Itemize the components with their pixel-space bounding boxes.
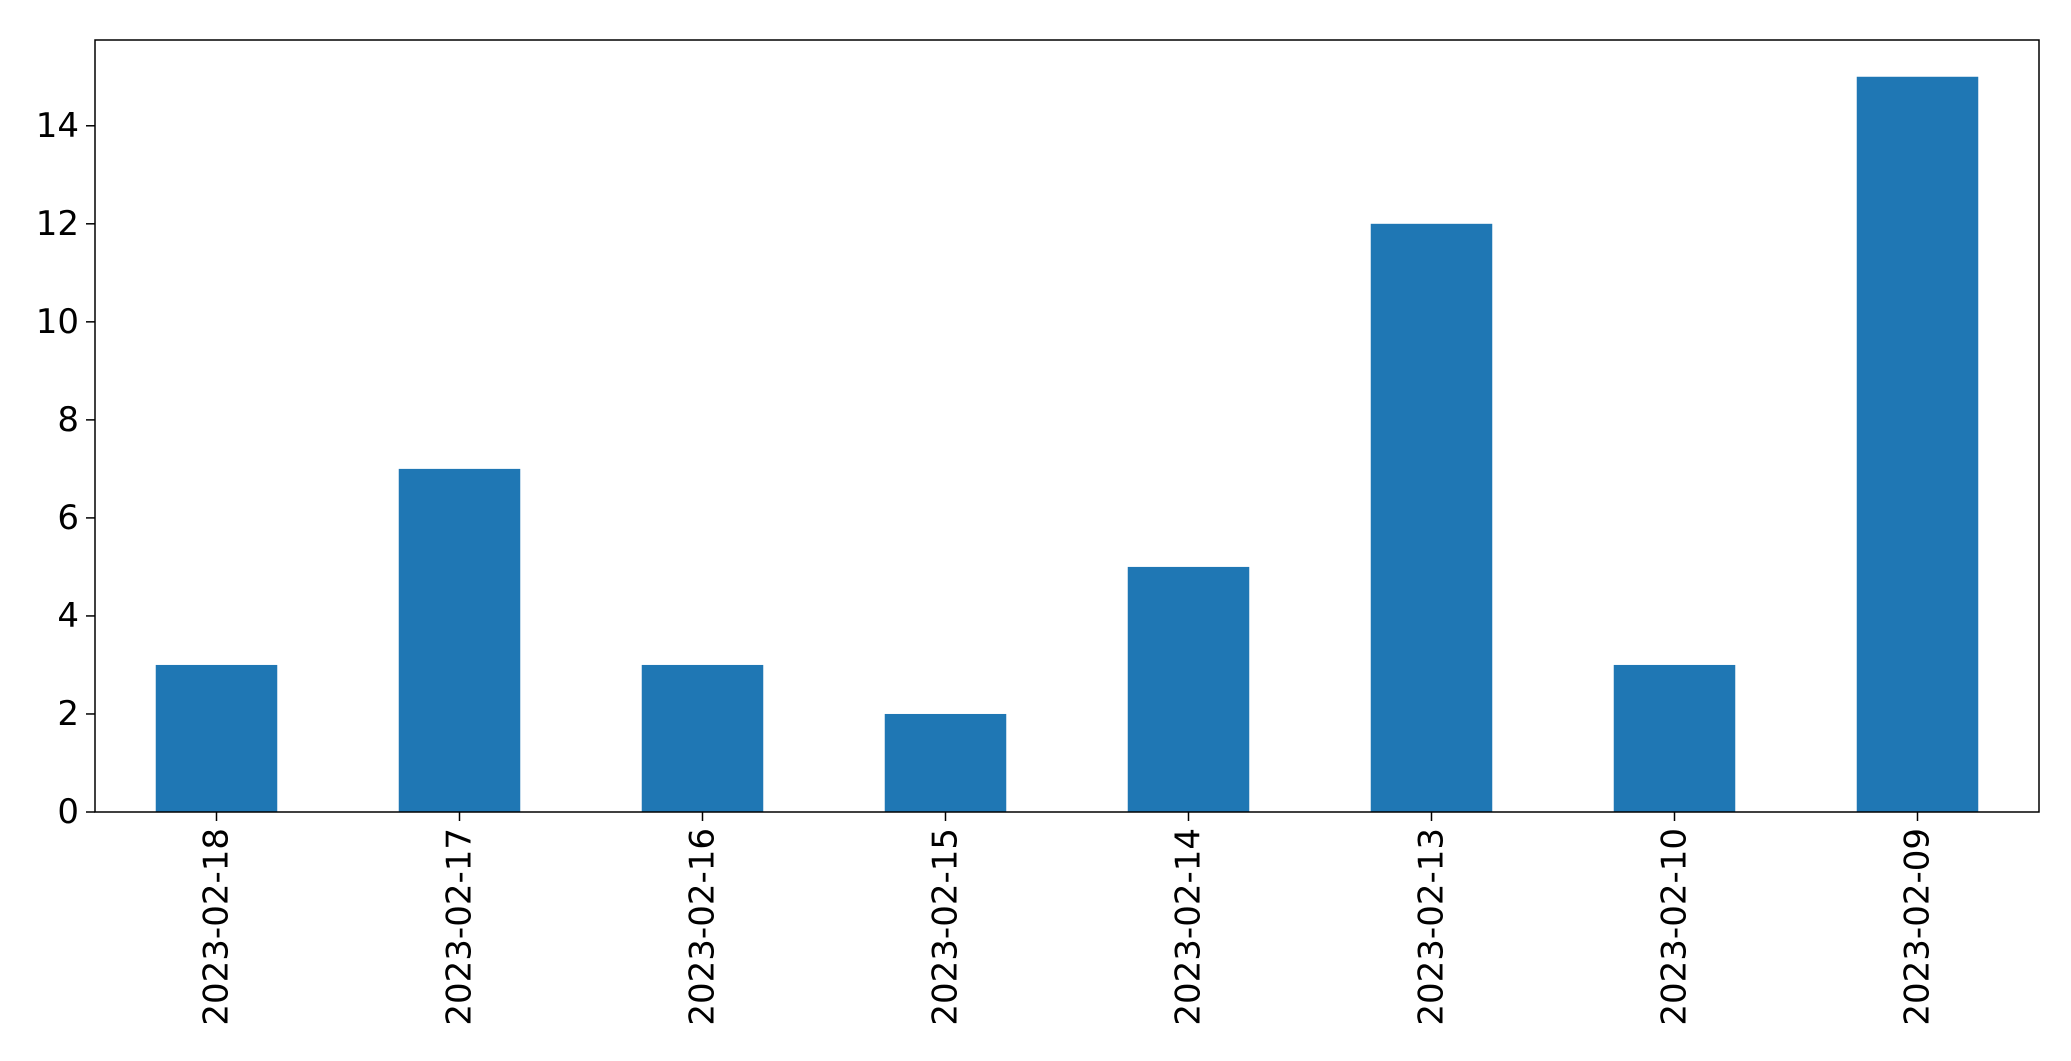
x-tick-label: 2023-02-18 <box>197 828 237 1026</box>
bar-2023-02-16 <box>641 664 764 812</box>
y-tick-label: 12 <box>36 204 79 244</box>
bars-group <box>155 76 1979 813</box>
plot-area-frame <box>94 39 2040 813</box>
bar-2023-02-13 <box>1370 223 1493 813</box>
x-tick-label: 2023-02-10 <box>1655 828 1695 1026</box>
x-tick-label: 2023-02-15 <box>926 828 966 1026</box>
bar-2023-02-15 <box>884 713 1007 812</box>
y-tick-label: 0 <box>57 792 79 832</box>
x-tick-label: 2023-02-09 <box>1898 828 1938 1026</box>
bar-2023-02-10 <box>1613 664 1736 812</box>
x-tick-label: 2023-02-16 <box>683 828 723 1026</box>
y-tick-label: 2 <box>57 694 79 734</box>
x-tick-label: 2023-02-13 <box>1412 828 1452 1026</box>
y-tick-label: 4 <box>57 596 79 636</box>
y-tick-label: 10 <box>36 302 79 342</box>
bar-2023-02-18 <box>155 664 278 812</box>
bar-2023-02-17 <box>398 468 521 812</box>
y-tick-label: 14 <box>36 106 79 146</box>
y-tick-label: 6 <box>57 498 79 538</box>
bar-2023-02-09 <box>1856 76 1979 812</box>
x-tick-label: 2023-02-17 <box>440 828 480 1026</box>
bar-2023-02-14 <box>1127 566 1250 812</box>
x-axis: 2023-02-18 2023-02-17 2023-02-16 2023-02-15… <box>197 812 1938 1026</box>
y-axis: 0 2 4 6 8 10 12 14 <box>36 106 95 832</box>
x-tick-label: 2023-02-14 <box>1169 828 1209 1026</box>
y-tick-label: 8 <box>57 400 79 440</box>
